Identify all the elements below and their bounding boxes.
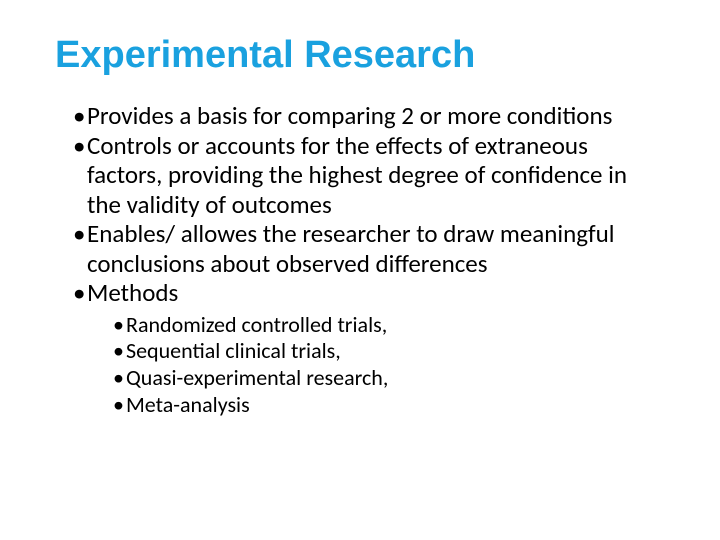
list-item: Quasi-experimental research, — [113, 365, 665, 392]
list-item: Sequential clinical trials, — [113, 338, 665, 365]
sub-bullet-text: Meta-analysis — [126, 391, 250, 418]
sub-bullet-text: Quasi-experimental research, — [126, 364, 388, 391]
bullet-text: Provides a basis for comparing 2 or more… — [87, 100, 612, 131]
slide: Experimental Research Provides a basis f… — [0, 0, 720, 540]
sub-bullet-text: Sequential clinical trials, — [126, 337, 341, 364]
list-item: Meta-analysis — [113, 392, 665, 419]
bullet-text: Methods — [87, 277, 178, 308]
list-item: Enables/ allowes the researcher to draw … — [73, 219, 665, 278]
list-item: Provides a basis for comparing 2 or more… — [73, 101, 665, 131]
slide-title: Experimental Research — [55, 34, 665, 77]
sub-bullet-text: Randomized controlled trials, — [126, 311, 387, 338]
bullet-list: Provides a basis for comparing 2 or more… — [55, 101, 665, 419]
list-item: Controls or accounts for the effects of … — [73, 131, 665, 220]
sub-bullet-list: Randomized controlled trials, Sequential… — [87, 312, 665, 419]
bullet-text: Enables/ allowes the researcher to draw … — [87, 218, 615, 279]
list-item: Randomized controlled trials, — [113, 312, 665, 339]
bullet-text: Controls or accounts for the effects of … — [87, 130, 627, 220]
list-item: Methods Randomized controlled trials, Se… — [73, 278, 665, 419]
